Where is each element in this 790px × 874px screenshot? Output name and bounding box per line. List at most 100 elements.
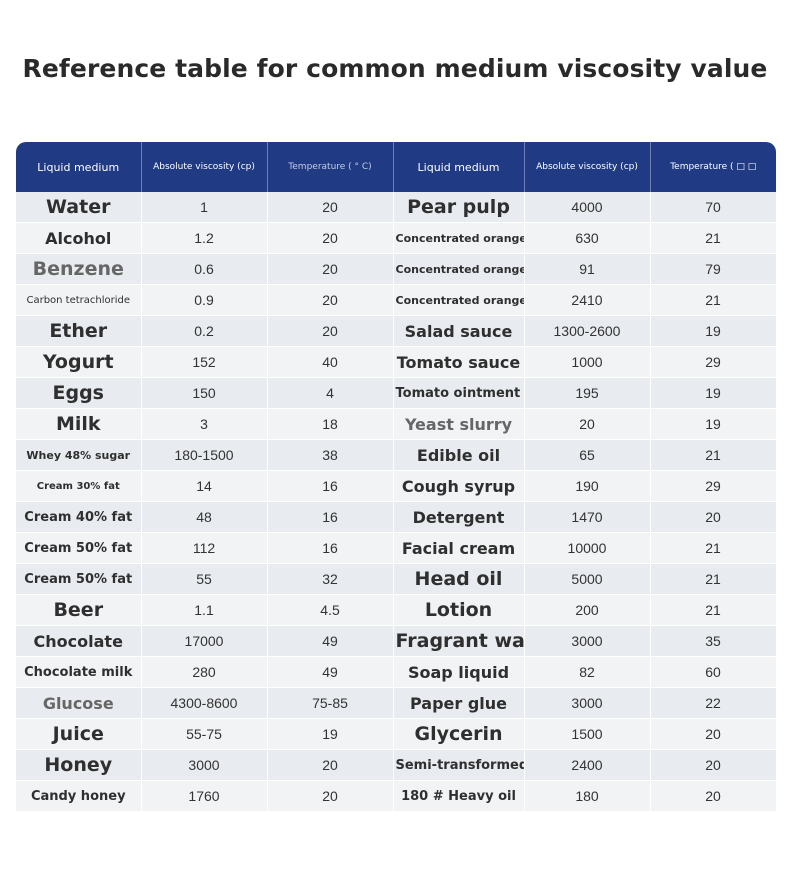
left-medium-name: Carbon tetrachloride <box>16 284 142 316</box>
right-viscosity: 1470 <box>524 501 651 533</box>
left-viscosity: 4300-8600 <box>141 687 268 719</box>
header-absolute-viscosity-2: Absolute viscosity (cp) <box>524 142 651 192</box>
left-medium-name: Juice <box>16 718 142 750</box>
right-medium-name: Tomato sauce <box>393 346 525 378</box>
left-viscosity: 3000 <box>141 749 268 781</box>
right-medium-name: Salad sauce <box>393 315 525 347</box>
left-temperature: 20 <box>267 284 394 316</box>
left-temperature: 20 <box>267 749 394 781</box>
right-viscosity: 3000 <box>524 687 651 719</box>
left-viscosity: 0.6 <box>141 253 268 285</box>
right-medium-name: Edible oil <box>393 439 525 471</box>
left-viscosity: 17000 <box>141 625 268 657</box>
right-medium-name: Facial cream <box>393 532 525 564</box>
left-temperature: 20 <box>267 192 394 223</box>
right-medium-name: Fragrant wave <box>393 625 525 657</box>
right-medium-name: Paper glue <box>393 687 525 719</box>
right-temperature: 21 <box>650 439 776 471</box>
right-temperature: 21 <box>650 222 776 254</box>
right-temperature: 79 <box>650 253 776 285</box>
table-row: Cream 50% fat 112 16 Facial cream 10000 … <box>16 532 776 564</box>
table-row: Carbon tetrachloride 0.9 20 Concentrated… <box>16 284 776 316</box>
left-temperature: 18 <box>267 408 394 440</box>
right-temperature: 60 <box>650 656 776 688</box>
table-row: Chocolate 17000 49 Fragrant wave 3000 35 <box>16 625 776 657</box>
right-viscosity: 180 <box>524 780 651 812</box>
left-medium-name: Alcohol <box>16 222 142 254</box>
left-temperature: 20 <box>267 222 394 254</box>
left-medium-name: Chocolate <box>16 625 142 657</box>
right-medium-name: Pear pulp <box>393 192 525 223</box>
right-temperature: 29 <box>650 346 776 378</box>
right-viscosity: 3000 <box>524 625 651 657</box>
left-medium-name: Ether <box>16 315 142 347</box>
left-viscosity: 0.9 <box>141 284 268 316</box>
right-medium-name: Semi-transformed syrup <box>393 749 525 781</box>
table-row: Cream 40% fat 48 16 Detergent 1470 20 <box>16 501 776 533</box>
table-row: Honey 3000 20 Semi-transformed syrup 240… <box>16 749 776 781</box>
right-medium-name: Glycerin <box>393 718 525 750</box>
left-temperature: 16 <box>267 501 394 533</box>
right-temperature: 35 <box>650 625 776 657</box>
header-temperature: Temperature ( ° C) <box>267 142 394 192</box>
table-row: Milk 3 18 Yeast slurry 20 19 <box>16 408 776 440</box>
right-temperature: 21 <box>650 284 776 316</box>
right-temperature: 19 <box>650 408 776 440</box>
table-header-row: Liquid medium Absolute viscosity (cp) Te… <box>16 142 776 192</box>
table-row: Water 1 20 Pear pulp 4000 70 <box>16 192 776 223</box>
left-temperature: 20 <box>267 315 394 347</box>
left-medium-name: Cream 50% fat <box>16 532 142 564</box>
left-medium-name: Eggs <box>16 377 142 409</box>
left-viscosity: 1.1 <box>141 594 268 626</box>
right-medium-name: Head oil <box>393 563 525 595</box>
right-temperature: 20 <box>650 501 776 533</box>
table-row: Juice 55-75 19 Glycerin 1500 20 <box>16 718 776 750</box>
left-temperature: 75-85 <box>267 687 394 719</box>
header-liquid-medium-2: Liquid medium <box>393 142 525 192</box>
table-row: Alcohol 1.2 20 Concentrated orange juice… <box>16 222 776 254</box>
left-viscosity: 3 <box>141 408 268 440</box>
left-medium-name: Honey <box>16 749 142 781</box>
left-medium-name: Glucose <box>16 687 142 719</box>
table-row: Yogurt 152 40 Tomato sauce 1000 29 <box>16 346 776 378</box>
right-viscosity: 82 <box>524 656 651 688</box>
left-medium-name: Candy honey <box>16 780 142 812</box>
left-medium-name: Cream 30% fat <box>16 470 142 502</box>
right-viscosity: 630 <box>524 222 651 254</box>
right-medium-name: Concentrated orange juice 30brix <box>393 253 525 285</box>
left-viscosity: 280 <box>141 656 268 688</box>
right-medium-name: Yeast slurry <box>393 408 525 440</box>
left-viscosity: 48 <box>141 501 268 533</box>
right-medium-name: Concentrated orange juice 50brix <box>393 284 525 316</box>
right-temperature: 21 <box>650 532 776 564</box>
left-medium-name: Benzene <box>16 253 142 285</box>
left-viscosity: 1760 <box>141 780 268 812</box>
table-row: Glucose 4300-8600 75-85 Paper glue 3000 … <box>16 687 776 719</box>
page-title: Reference table for common medium viscos… <box>22 54 768 83</box>
right-medium-name: Soap liquid <box>393 656 525 688</box>
right-viscosity: 65 <box>524 439 651 471</box>
header-temperature-2: Temperature ( □ □ <box>650 142 776 192</box>
table-row: Candy honey 1760 20 180 # Heavy oil 180 … <box>16 780 776 812</box>
right-viscosity: 1300-2600 <box>524 315 651 347</box>
left-temperature: 4 <box>267 377 394 409</box>
right-temperature: 70 <box>650 192 776 223</box>
table-row: Chocolate milk 280 49 Soap liquid 82 60 <box>16 656 776 688</box>
right-temperature: 21 <box>650 594 776 626</box>
left-viscosity: 150 <box>141 377 268 409</box>
viscosity-table: Liquid medium Absolute viscosity (cp) Te… <box>16 142 776 812</box>
right-temperature: 21 <box>650 563 776 595</box>
viscosity-table-container: Liquid medium Absolute viscosity (cp) Te… <box>16 142 776 812</box>
left-medium-name: Yogurt <box>16 346 142 378</box>
left-viscosity: 1.2 <box>141 222 268 254</box>
left-viscosity: 55-75 <box>141 718 268 750</box>
right-viscosity: 195 <box>524 377 651 409</box>
left-viscosity: 0.2 <box>141 315 268 347</box>
left-medium-name: Whey 48% sugar <box>16 439 142 471</box>
right-medium-name: Cough syrup <box>393 470 525 502</box>
left-medium-name: Cream 40% fat <box>16 501 142 533</box>
right-viscosity: 1000 <box>524 346 651 378</box>
left-temperature: 49 <box>267 656 394 688</box>
right-temperature: 29 <box>650 470 776 502</box>
table-row: Cream 50% fat 55 32 Head oil 5000 21 <box>16 563 776 595</box>
